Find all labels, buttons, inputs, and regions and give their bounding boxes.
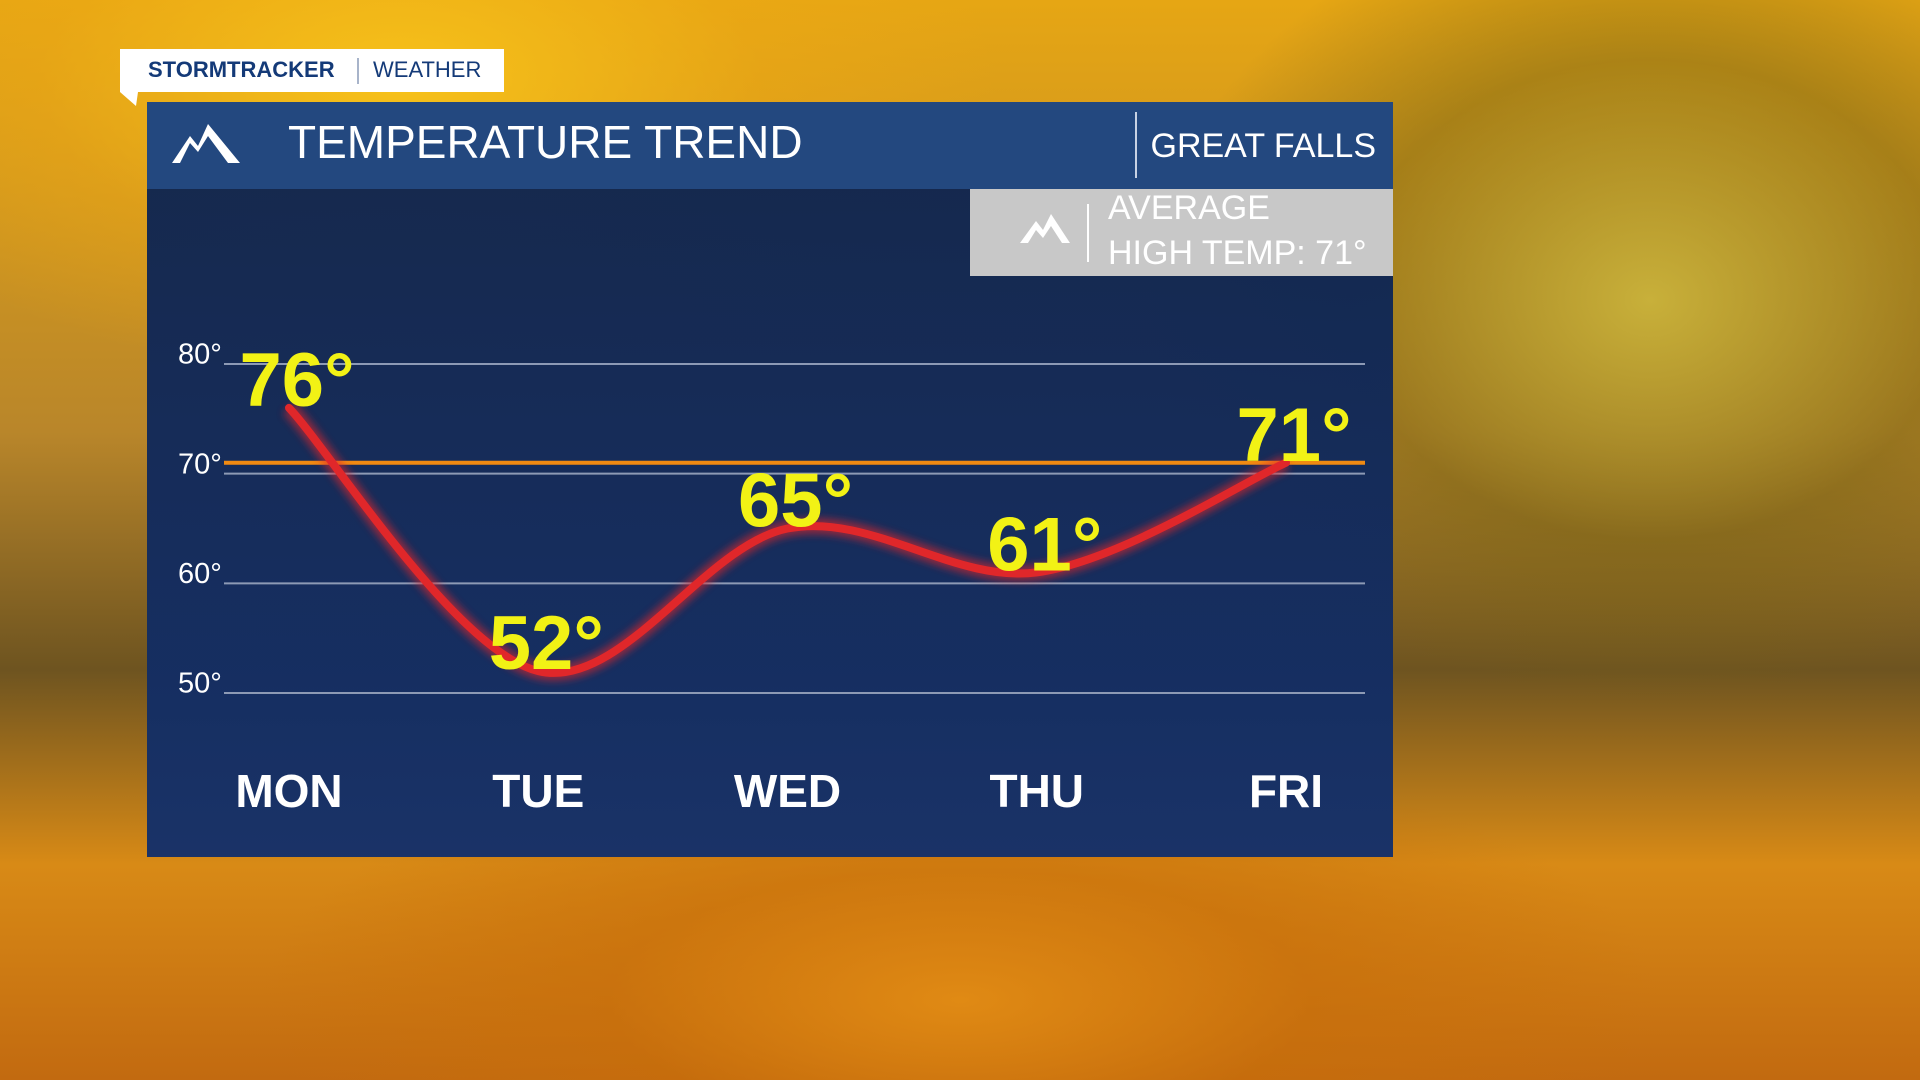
y-tick-label: 80° [178, 339, 222, 371]
section: WEATHER [373, 57, 481, 82]
logo-icon [172, 124, 240, 163]
x-tick-label: THU [989, 765, 1084, 817]
x-tick-label: FRI [1249, 765, 1323, 817]
value-label: 76° [240, 338, 355, 423]
x-tick-label: TUE [492, 765, 584, 817]
value-label: 61° [987, 502, 1102, 587]
average-label: AVERAGE [1108, 189, 1270, 227]
brand: STORMTRACKER [148, 57, 335, 82]
average-label: HIGH TEMP: 71° [1108, 234, 1367, 272]
y-tick-label: 50° [178, 668, 222, 700]
panel-header [147, 102, 1393, 189]
value-label: 71° [1237, 393, 1352, 478]
location: GREAT FALLS [1151, 127, 1377, 165]
value-label: 65° [738, 459, 853, 544]
brand-tab [120, 49, 504, 106]
value-label: 52° [489, 601, 604, 686]
x-tick-label: WED [734, 765, 841, 817]
x-tick-label: MON [235, 765, 342, 817]
average-icon [1020, 214, 1070, 243]
line [285, 403, 1290, 677]
y-tick-label: 60° [178, 558, 222, 590]
y-tick-label: 70° [178, 448, 222, 480]
chart-title: TEMPERATURE TREND [288, 116, 803, 168]
